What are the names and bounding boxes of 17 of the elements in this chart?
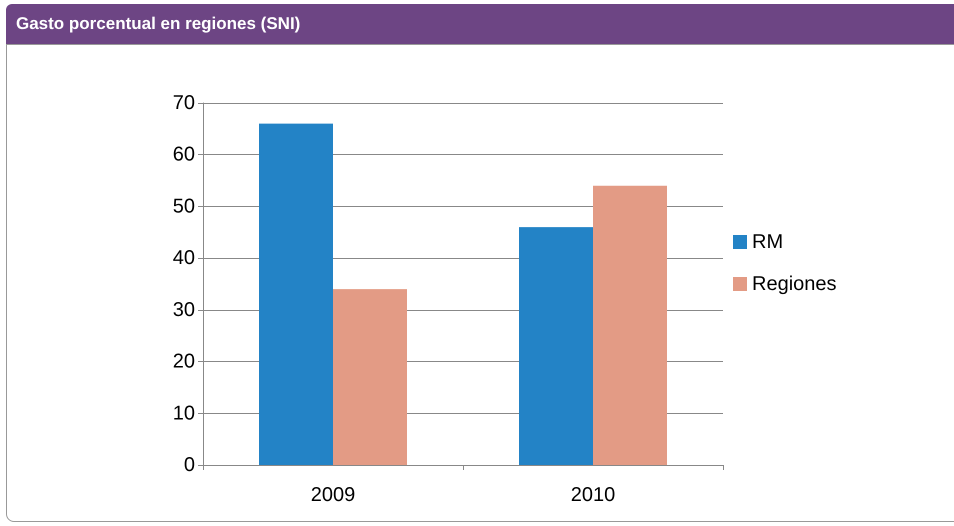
y-tick-label: 30 xyxy=(172,298,195,321)
y-tick-label: 70 xyxy=(172,92,195,114)
bar xyxy=(593,186,667,465)
bar xyxy=(519,227,593,465)
x-tick-label: 2009 xyxy=(310,484,356,506)
y-tick-label: 40 xyxy=(172,247,195,270)
bar xyxy=(259,124,333,465)
y-tick-label: 0 xyxy=(184,454,195,476)
y-tick-label: 10 xyxy=(172,402,195,424)
y-tick-label: 20 xyxy=(172,350,195,373)
legend-label: Regiones xyxy=(752,273,837,295)
y-tick-label: 60 xyxy=(172,144,195,166)
chart-title: Gasto porcentual en regiones (SNI) xyxy=(6,4,954,44)
y-tick-label: 50 xyxy=(172,195,195,218)
legend-label: RM xyxy=(752,231,784,253)
x-tick-label: 2010 xyxy=(570,484,616,506)
bar xyxy=(333,289,407,465)
